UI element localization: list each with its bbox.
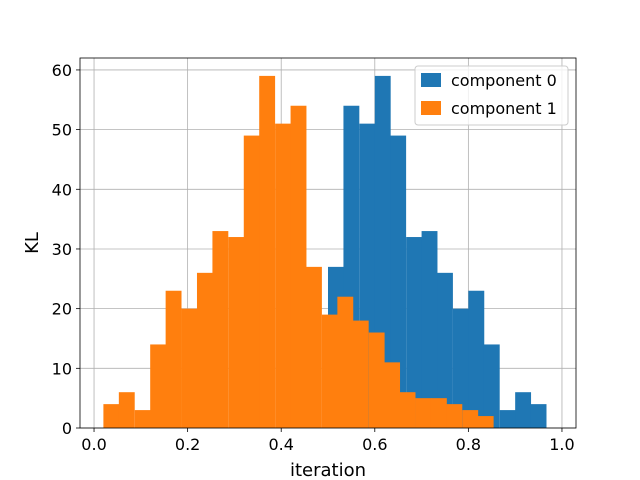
y-axis-ticks: 0 10 20 30 40 50 60 bbox=[52, 61, 80, 438]
y-tick-label: 60 bbox=[52, 61, 72, 80]
bar-component-1 bbox=[399, 392, 416, 428]
x-axis-ticks: 0.0 0.2 0.4 0.6 0.8 1.0 bbox=[81, 428, 575, 454]
bar-component-1 bbox=[228, 237, 245, 428]
x-tick-label: 1.0 bbox=[549, 435, 574, 454]
y-tick-label: 30 bbox=[52, 240, 72, 259]
x-tick-label: 0.8 bbox=[456, 435, 481, 454]
x-tick-label: 0.6 bbox=[362, 435, 387, 454]
x-tick-label: 0.0 bbox=[81, 435, 106, 454]
bar-component-1 bbox=[384, 362, 401, 428]
bar-component-0 bbox=[515, 392, 532, 428]
y-axis-label: KL bbox=[22, 232, 43, 254]
bar-component-1 bbox=[196, 272, 213, 428]
legend: component 0 component 1 bbox=[414, 65, 569, 126]
y-tick-label: 10 bbox=[52, 359, 72, 378]
bar-component-0 bbox=[483, 344, 500, 428]
bar-component-1 bbox=[150, 344, 167, 428]
bar-component-1 bbox=[118, 392, 135, 428]
x-axis-label: iteration bbox=[290, 460, 366, 480]
legend-box bbox=[414, 65, 569, 126]
bar-component-0 bbox=[499, 410, 516, 428]
bar-component-1 bbox=[352, 320, 369, 428]
legend-swatch-component-0 bbox=[421, 73, 441, 87]
bar-component-1 bbox=[337, 296, 354, 428]
bar-component-0 bbox=[421, 231, 438, 428]
bar-component-1 bbox=[259, 75, 276, 428]
y-tick-label: 50 bbox=[52, 121, 72, 140]
legend-swatch-component-1 bbox=[421, 101, 441, 115]
y-tick-label: 40 bbox=[52, 180, 72, 199]
bar-component-0 bbox=[437, 272, 453, 428]
bar-component-0 bbox=[530, 404, 547, 428]
bar-component-1 bbox=[306, 266, 322, 428]
bar-component-1 bbox=[181, 308, 198, 428]
bar-component-1 bbox=[462, 410, 479, 428]
x-tick-label: 0.2 bbox=[175, 435, 200, 454]
bar-component-0 bbox=[390, 135, 407, 429]
bar-component-1 bbox=[275, 123, 292, 428]
bar-component-1 bbox=[212, 231, 229, 428]
plot-frame bbox=[79, 57, 577, 429]
bar-component-0 bbox=[406, 237, 423, 428]
legend-label-component-0: component 0 bbox=[451, 71, 557, 90]
bar-component-1 bbox=[134, 410, 151, 428]
y-tick-label: 20 bbox=[52, 300, 72, 319]
bar-component-0 bbox=[468, 290, 485, 428]
bar-component-1 bbox=[243, 135, 260, 429]
bar-component-1 bbox=[368, 332, 385, 428]
bar-component-0 bbox=[452, 308, 469, 428]
bar-component-1 bbox=[103, 404, 120, 428]
bars bbox=[103, 75, 547, 429]
bar-component-1 bbox=[477, 416, 494, 428]
legend-label-component-1: component 1 bbox=[451, 99, 557, 118]
x-tick-label: 0.4 bbox=[268, 435, 293, 454]
bar-component-1 bbox=[290, 105, 307, 428]
bar-component-1 bbox=[430, 398, 447, 428]
bar-component-1 bbox=[321, 314, 338, 428]
bar-component-1 bbox=[446, 404, 463, 428]
bar-component-1 bbox=[415, 398, 432, 428]
bar-component-1 bbox=[165, 290, 182, 428]
y-tick-label: 0 bbox=[62, 419, 72, 438]
